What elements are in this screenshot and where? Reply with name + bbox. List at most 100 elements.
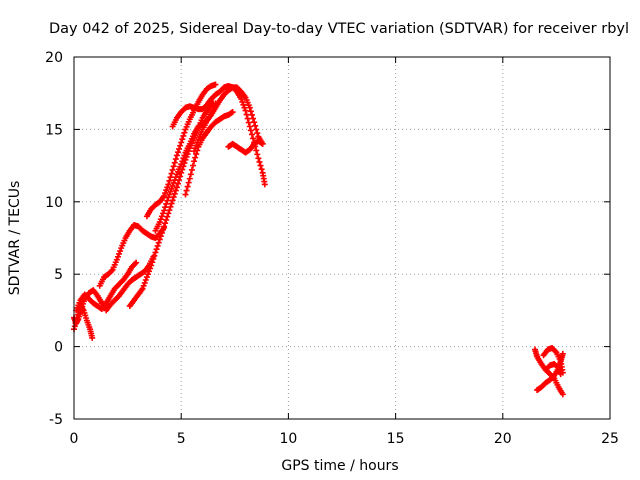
data-point <box>254 151 261 158</box>
data-point <box>559 391 566 398</box>
data-point <box>247 127 254 134</box>
y-tick-label: 20 <box>45 50 63 66</box>
x-tick-label: 0 <box>70 431 79 447</box>
data-point <box>245 119 252 126</box>
data-point <box>253 147 260 154</box>
x-tick-label: 10 <box>279 431 297 447</box>
data-point <box>172 156 179 163</box>
data-point <box>162 190 169 197</box>
data-points <box>71 81 566 398</box>
data-point <box>139 285 146 292</box>
data-point <box>147 265 154 272</box>
data-point <box>239 98 246 105</box>
data-point <box>243 111 250 118</box>
data-point <box>173 152 180 159</box>
data-point <box>166 207 173 214</box>
data-point <box>171 159 178 166</box>
data-point <box>165 210 172 217</box>
data-point <box>151 252 158 259</box>
data-point <box>246 123 253 130</box>
data-point <box>132 260 139 267</box>
data-point <box>168 170 175 177</box>
data-point <box>248 131 255 138</box>
data-point <box>164 184 171 191</box>
data-point <box>186 175 193 182</box>
data-point <box>157 216 164 223</box>
data-point <box>255 155 262 162</box>
data-point <box>176 145 183 152</box>
data-point <box>173 184 180 191</box>
data-point <box>250 115 257 122</box>
data-point <box>178 139 185 146</box>
data-point <box>174 149 181 156</box>
data-point <box>161 193 168 200</box>
data-point <box>182 191 189 198</box>
data-point <box>133 259 140 266</box>
data-point <box>155 239 162 246</box>
x-axis-label: GPS time / hours <box>281 458 398 474</box>
data-point <box>167 203 174 210</box>
data-point <box>172 187 179 194</box>
data-point <box>165 194 172 201</box>
data-point <box>191 158 198 165</box>
data-point <box>183 187 190 194</box>
x-tick-labels: 0 5 10 15 20 25 <box>70 431 619 447</box>
data-point <box>552 348 559 355</box>
data-point <box>166 191 173 198</box>
data-point <box>258 166 265 173</box>
data-point <box>241 104 248 111</box>
data-point <box>159 210 166 217</box>
data-point <box>167 174 174 181</box>
data-point <box>170 163 177 170</box>
data-point <box>167 188 174 195</box>
y-tick-label: -5 <box>49 412 63 428</box>
data-point <box>559 350 566 357</box>
data-point <box>171 177 178 184</box>
data-point <box>192 145 199 152</box>
data-point <box>185 179 192 186</box>
data-point <box>168 200 175 207</box>
data-point <box>247 108 254 115</box>
data-point <box>143 274 150 281</box>
data-point <box>178 169 185 176</box>
data-point <box>164 213 171 220</box>
data-point <box>188 166 195 173</box>
data-point <box>191 148 198 155</box>
y-tick-labels: -5 0 5 10 15 20 <box>45 50 63 428</box>
data-point <box>116 250 123 257</box>
data-point <box>261 181 268 188</box>
data-point <box>170 179 177 186</box>
data-point <box>212 81 219 88</box>
data-point <box>246 104 253 111</box>
x-tick-label: 25 <box>601 431 619 447</box>
data-point <box>158 213 165 220</box>
plot-frame <box>73 56 611 420</box>
data-point <box>168 185 175 192</box>
data-point <box>259 140 266 147</box>
data-point <box>161 223 168 230</box>
data-point <box>238 95 245 102</box>
data-point <box>212 100 219 107</box>
data-point <box>171 190 178 197</box>
data-point <box>150 255 157 262</box>
data-point <box>194 139 201 146</box>
data-point <box>169 182 176 189</box>
x-tick-label: 20 <box>494 431 512 447</box>
data-point <box>178 161 185 168</box>
data-point <box>256 158 263 165</box>
x-tick-label: 15 <box>387 431 405 447</box>
data-point <box>158 229 165 236</box>
data-point <box>177 142 184 149</box>
data-point <box>156 219 163 226</box>
data-point <box>163 187 170 194</box>
data-point <box>161 207 168 214</box>
data-point <box>163 200 170 207</box>
grid-lines <box>74 57 610 419</box>
data-point <box>192 154 199 161</box>
data-point <box>165 181 172 188</box>
data-point <box>113 256 120 263</box>
data-point <box>148 262 155 269</box>
data-point <box>179 136 186 143</box>
y-tick-label: 10 <box>45 195 63 211</box>
data-point <box>164 197 171 204</box>
